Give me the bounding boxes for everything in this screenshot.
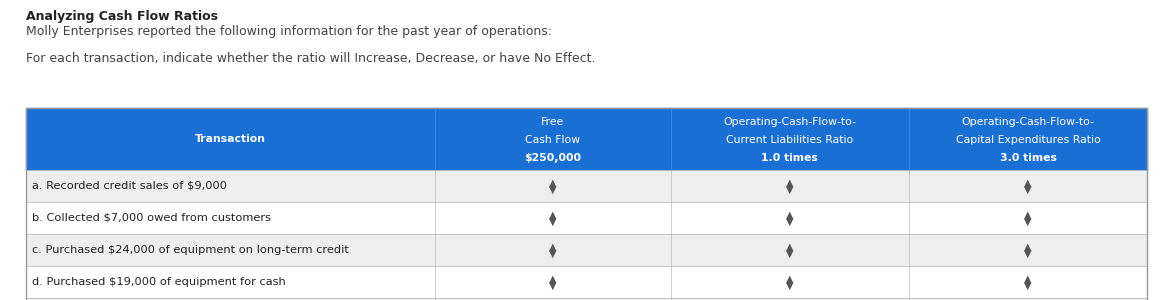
Bar [26, 298, 1147, 300]
Text: 1.0 times: 1.0 times [761, 153, 818, 163]
Text: ▲: ▲ [549, 274, 557, 284]
Text: ▼: ▼ [1024, 280, 1032, 290]
Text: ▼: ▼ [1024, 217, 1032, 226]
Bar [26, 266, 1147, 298]
Text: ▲: ▲ [1024, 242, 1032, 251]
Text: Capital Expenditures Ratio: Capital Expenditures Ratio [956, 135, 1100, 145]
Text: ▼: ▼ [786, 248, 793, 259]
Text: ▼: ▼ [549, 280, 557, 290]
Text: ▼: ▼ [786, 217, 793, 226]
Text: Operating-Cash-Flow-to-: Operating-Cash-Flow-to- [724, 117, 856, 127]
Bar [26, 108, 1147, 170]
Text: ▼: ▼ [549, 217, 557, 226]
Text: ▲: ▲ [549, 242, 557, 251]
Text: ▲: ▲ [549, 209, 557, 220]
Text: Cash Flow: Cash Flow [526, 135, 581, 145]
Text: ▲: ▲ [786, 242, 793, 251]
Bar [26, 108, 1147, 300]
Text: Transaction: Transaction [195, 134, 266, 144]
Bar [26, 170, 1147, 202]
Text: 3.0 times: 3.0 times [999, 153, 1057, 163]
Text: ▼: ▼ [1024, 248, 1032, 259]
Text: b. Collected $7,000 owed from customers: b. Collected $7,000 owed from customers [32, 213, 271, 223]
Text: ▼: ▼ [549, 184, 557, 194]
Text: Free: Free [541, 117, 564, 127]
Text: ▼: ▼ [786, 280, 793, 290]
Text: ▲: ▲ [786, 178, 793, 188]
Text: ▲: ▲ [549, 178, 557, 188]
Text: Current Liabilities Ratio: Current Liabilities Ratio [726, 135, 854, 145]
Text: a. Recorded credit sales of $9,000: a. Recorded credit sales of $9,000 [32, 181, 226, 191]
Text: ▲: ▲ [1024, 209, 1032, 220]
Text: ▲: ▲ [1024, 274, 1032, 284]
Text: Molly Enterprises reported the following information for the past year of operat: Molly Enterprises reported the following… [26, 25, 551, 38]
Text: ▼: ▼ [1024, 184, 1032, 194]
Text: ▲: ▲ [786, 274, 793, 284]
Text: Analyzing Cash Flow Ratios: Analyzing Cash Flow Ratios [26, 10, 218, 23]
Text: ▲: ▲ [786, 209, 793, 220]
Text: $250,000: $250,000 [524, 153, 582, 163]
Text: For each transaction, indicate whether the ratio will Increase, Decrease, or hav: For each transaction, indicate whether t… [26, 52, 596, 65]
Bar [26, 234, 1147, 266]
Bar [26, 202, 1147, 234]
Text: c. Purchased $24,000 of equipment on long-term credit: c. Purchased $24,000 of equipment on lon… [32, 245, 348, 255]
Text: ▲: ▲ [1024, 178, 1032, 188]
Text: Operating-Cash-Flow-to-: Operating-Cash-Flow-to- [962, 117, 1094, 127]
Text: ▼: ▼ [786, 184, 793, 194]
Text: d. Purchased $19,000 of equipment for cash: d. Purchased $19,000 of equipment for ca… [32, 277, 285, 287]
Text: ▼: ▼ [549, 248, 557, 259]
